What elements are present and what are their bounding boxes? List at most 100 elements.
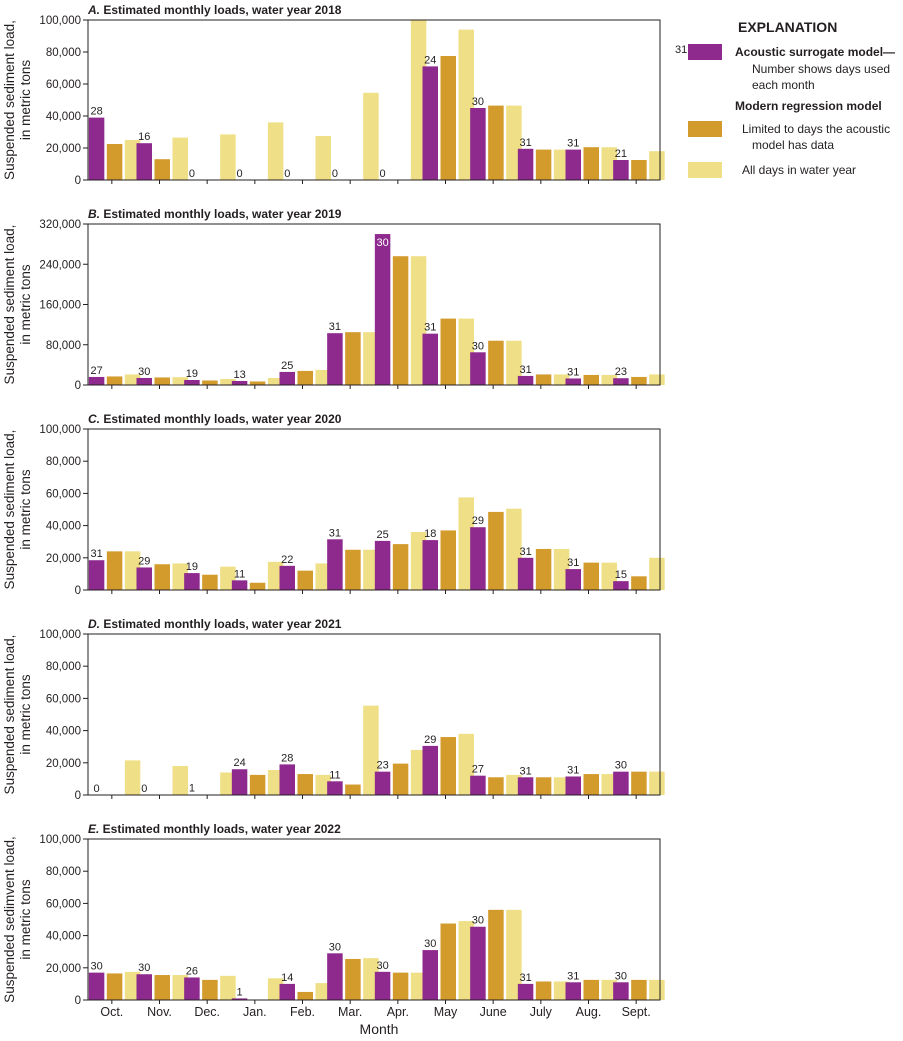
panel-letter: A.	[87, 3, 103, 17]
y-tick-label: 240,000	[39, 259, 81, 271]
bar-all	[649, 557, 665, 590]
bar-limited	[440, 530, 456, 590]
y-axis-label-line2: in metric tons	[18, 879, 33, 960]
days-label: 31	[567, 970, 579, 982]
days-label: 30	[376, 960, 388, 972]
y-tick-label: 100,000	[39, 424, 81, 436]
days-label: 28	[90, 106, 102, 118]
bar-all	[458, 921, 474, 1000]
days-label: 22	[281, 554, 293, 566]
bar-all	[601, 562, 617, 590]
bar-all	[220, 134, 236, 180]
panel-title-text: Estimated monthly loads, water year 2020	[103, 412, 341, 426]
y-tick-label: 20,000	[46, 143, 81, 155]
bar-acoustic	[374, 234, 391, 385]
y-axis-label-line2: in metric tons	[18, 60, 33, 141]
y-tick-label: 80,000	[46, 456, 81, 468]
y-tick-label: 20,000	[46, 758, 81, 770]
plot-frame	[87, 633, 661, 796]
bar-limited	[106, 376, 123, 385]
x-tick-label: Dec.	[194, 1005, 220, 1019]
bar-all	[410, 532, 427, 590]
days-label: 24	[424, 54, 436, 66]
y-tick-label: 60,000	[46, 898, 81, 910]
y-tick-label: 80,000	[46, 866, 81, 878]
plot-frame	[87, 838, 661, 1001]
bar-acoustic	[470, 527, 486, 590]
y-tick-label: 80,000	[46, 340, 81, 352]
bar-all	[363, 92, 379, 180]
bar-acoustic	[136, 567, 152, 590]
y-tick-label: 160,000	[39, 300, 81, 312]
days-label: 31	[567, 138, 579, 150]
bar-acoustic	[517, 148, 534, 180]
bar-acoustic	[327, 539, 343, 590]
bar-limited	[631, 376, 647, 385]
panel-title: A. Estimated monthly loads, water year 2…	[87, 3, 342, 17]
y-axis-label-line1: Suspended sediment load,	[2, 20, 17, 180]
bar-acoustic	[613, 378, 629, 385]
legend-desc-acoustic-line2: each month	[752, 78, 815, 92]
days-label: 24	[233, 757, 245, 769]
days-label: 27	[90, 365, 102, 377]
panel-5: E. Estimated monthly loads, water year 2…	[2, 822, 665, 1019]
bar-acoustic	[374, 540, 391, 590]
bar-all	[124, 374, 141, 385]
y-tick-label: 100,000	[39, 834, 81, 846]
bar-all	[649, 771, 665, 795]
panel-letter: D.	[88, 617, 103, 631]
bar-limited	[202, 979, 218, 1000]
legend-title: EXPLANATION	[738, 19, 837, 35]
chart-panels: A. Estimated monthly loads, water year 2…	[2, 3, 665, 1019]
y-tick-label: 0	[75, 380, 81, 392]
bar-all	[267, 770, 284, 795]
plot-frame	[87, 19, 661, 181]
days-label: 30	[424, 938, 436, 950]
days-label: 0	[284, 168, 290, 180]
bar-all	[267, 377, 284, 385]
bar-acoustic	[565, 569, 581, 590]
bar-all	[553, 981, 570, 1000]
bar-limited	[392, 544, 409, 590]
y-tick-label: 60,000	[46, 488, 81, 500]
bar-acoustic	[279, 764, 295, 795]
bar-all	[172, 377, 188, 385]
x-tick-label: Aug.	[576, 1005, 602, 1019]
y-tick-label: 100,000	[39, 629, 81, 641]
days-label: 29	[424, 734, 436, 746]
days-label: 31	[519, 364, 531, 376]
days-label: 31	[567, 366, 579, 378]
days-label: 13	[233, 369, 245, 381]
bar-limited	[154, 564, 170, 590]
days-label: 31	[567, 557, 579, 569]
bar-acoustic	[184, 379, 200, 385]
bar-all	[172, 137, 188, 180]
days-label: 31	[424, 322, 436, 334]
bar-limited	[249, 381, 266, 385]
bar-limited	[583, 147, 599, 180]
bar-acoustic	[136, 377, 152, 385]
y-tick-label: 20,000	[46, 553, 81, 565]
days-label: 16	[138, 131, 150, 143]
bar-all	[458, 733, 474, 795]
bar-acoustic	[517, 983, 534, 1000]
panel-2: B. Estimated monthly loads, water year 2…	[2, 207, 665, 392]
bar-acoustic	[279, 565, 295, 590]
y-tick-label: 320,000	[39, 219, 81, 231]
days-label: 0	[237, 168, 243, 180]
bar-limited	[106, 551, 123, 590]
legend-label-acoustic: Acoustic surrogate model—	[735, 45, 895, 59]
days-label: 0	[189, 168, 195, 180]
bar-limited	[297, 991, 313, 1000]
panel-letter: E.	[88, 822, 103, 836]
y-tick-label: 0	[75, 790, 81, 802]
y-axis-label-line1: Suspended sedimvent load,	[2, 836, 17, 1003]
bar-acoustic	[422, 950, 438, 1000]
bar-acoustic	[231, 998, 248, 1000]
bar-all	[649, 151, 665, 180]
legend-swatch-acoustic	[688, 44, 722, 60]
bar-all	[315, 774, 331, 795]
bar-all	[124, 971, 141, 1000]
bar-acoustic	[565, 776, 581, 795]
